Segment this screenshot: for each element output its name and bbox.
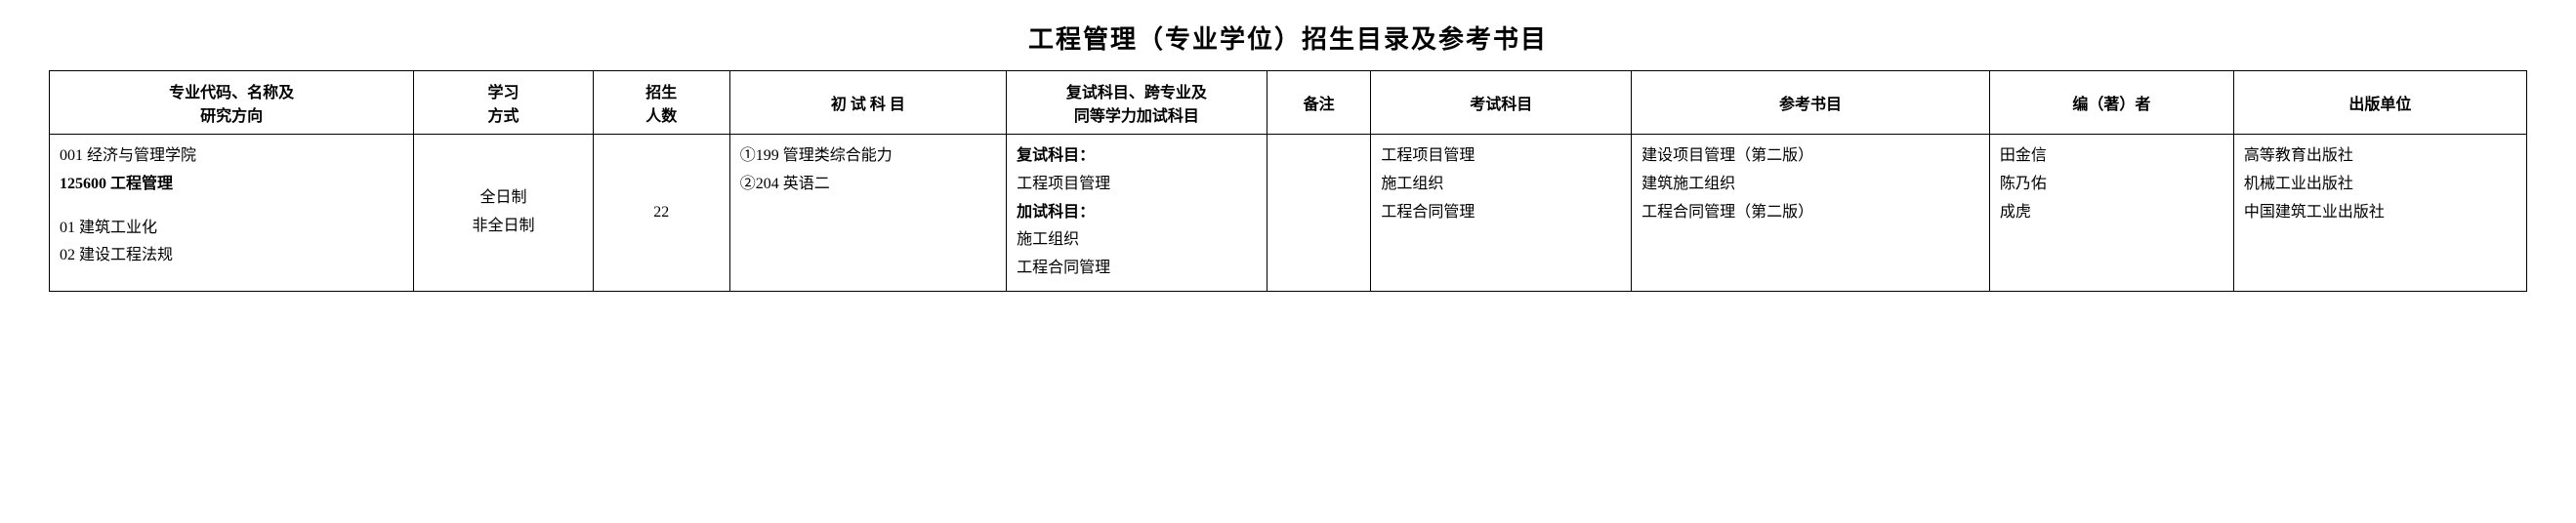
major-direction-2: 02 建设工程法规: [60, 242, 403, 270]
header-subject: 考试科目: [1371, 71, 1632, 135]
cell-major: 001 经济与管理学院 125600 工程管理 01 建筑工业化 02 建设工程…: [50, 135, 414, 292]
major-dept: 001 经济与管理学院: [60, 142, 403, 171]
admissions-table: 专业代码、名称及研究方向 学习方式 招生人数 初 试 科 目 复试科目、跨专业及…: [49, 70, 2527, 292]
reference-book-1: 建设项目管理（第二版）: [1641, 142, 1979, 171]
header-book: 参考书目: [1632, 71, 1990, 135]
exam-subject-3: 工程合同管理: [1381, 199, 1621, 227]
publisher-1: 高等教育出版社: [2244, 142, 2516, 171]
header-author: 编（著）者: [1989, 71, 2233, 135]
retest-subject-3: 工程合同管理: [1017, 255, 1257, 283]
header-count: 招生人数: [593, 71, 729, 135]
cell-author: 田金信 陈乃佑 成虎: [1989, 135, 2233, 292]
cell-book: 建设项目管理（第二版） 建筑施工组织 工程合同管理（第二版）: [1632, 135, 1990, 292]
author-1: 田金信: [2000, 142, 2223, 171]
cell-count: 22: [593, 135, 729, 292]
retest-heading-2: 加试科目：: [1017, 199, 1257, 227]
mode-parttime: 非全日制: [424, 213, 582, 241]
retest-heading-1: 复试科目：: [1017, 142, 1257, 171]
author-3: 成虎: [2000, 199, 2223, 227]
cell-subject: 工程项目管理 施工组织 工程合同管理: [1371, 135, 1632, 292]
exam-subject-2: 施工组织: [1381, 171, 1621, 199]
retest-subject-1: 工程项目管理: [1017, 171, 1257, 199]
prelim-subject-1: ①199 管理类综合能力: [740, 142, 996, 171]
header-mode: 学习方式: [414, 71, 593, 135]
publisher-2: 机械工业出版社: [2244, 171, 2516, 199]
cell-remark: [1267, 135, 1371, 292]
spacer: [60, 199, 403, 215]
table-header-row: 专业代码、名称及研究方向 学习方式 招生人数 初 试 科 目 复试科目、跨专业及…: [50, 71, 2527, 135]
publisher-3: 中国建筑工业出版社: [2244, 199, 2516, 227]
cell-prelim: ①199 管理类综合能力 ②204 英语二: [729, 135, 1006, 292]
reference-book-3: 工程合同管理（第二版）: [1641, 199, 1979, 227]
header-retest: 复试科目、跨专业及同等学力加试科目: [1007, 71, 1267, 135]
header-major: 专业代码、名称及研究方向: [50, 71, 414, 135]
cell-mode: 全日制 非全日制: [414, 135, 593, 292]
table-row: 001 经济与管理学院 125600 工程管理 01 建筑工业化 02 建设工程…: [50, 135, 2527, 292]
header-prelim: 初 试 科 目: [729, 71, 1006, 135]
major-program: 125600 工程管理: [60, 171, 403, 199]
cell-publisher: 高等教育出版社 机械工业出版社 中国建筑工业出版社: [2233, 135, 2526, 292]
header-remark: 备注: [1267, 71, 1371, 135]
author-2: 陈乃佑: [2000, 171, 2223, 199]
reference-book-2: 建筑施工组织: [1641, 171, 1979, 199]
prelim-subject-2: ②204 英语二: [740, 171, 996, 199]
cell-retest: 复试科目： 工程项目管理 加试科目： 施工组织 工程合同管理: [1007, 135, 1267, 292]
major-direction-1: 01 建筑工业化: [60, 215, 403, 243]
header-publisher: 出版单位: [2233, 71, 2526, 135]
mode-fulltime: 全日制: [424, 184, 582, 213]
exam-subject-1: 工程项目管理: [1381, 142, 1621, 171]
retest-subject-2: 施工组织: [1017, 226, 1257, 255]
page-title: 工程管理（专业学位）招生目录及参考书目: [49, 20, 2527, 56]
